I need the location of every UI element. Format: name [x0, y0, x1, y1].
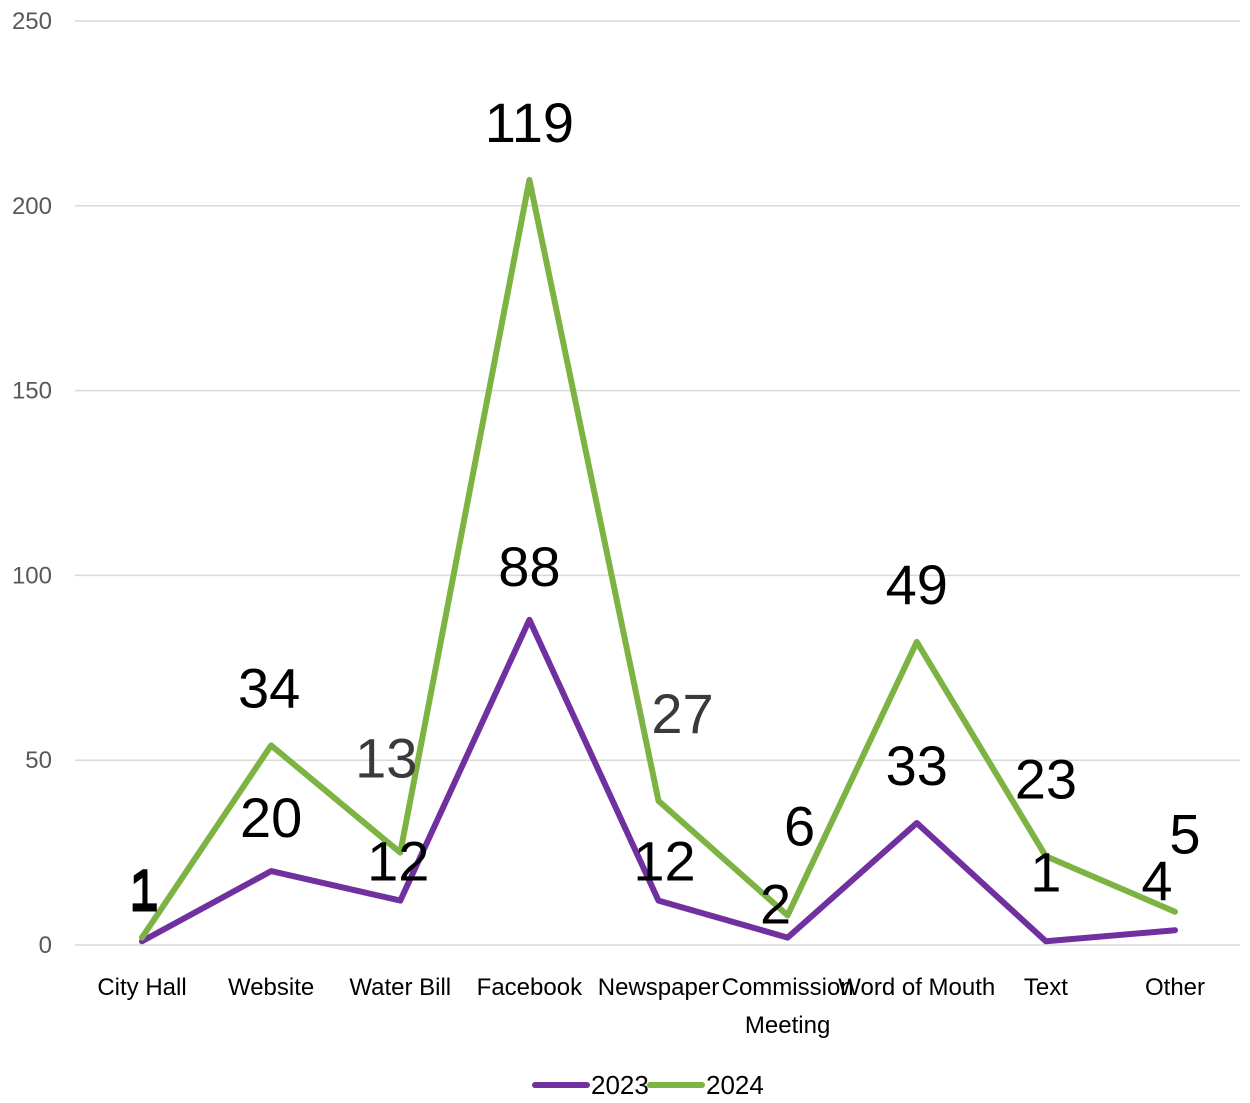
data-label-2023: 20 — [240, 786, 302, 849]
gridlines — [75, 20, 1240, 946]
data-label-2023: 33 — [886, 734, 948, 797]
data-label-2023: 1 — [128, 860, 159, 923]
data-label-2024: 119 — [485, 91, 574, 154]
x-category-label: Text — [1024, 974, 1068, 1001]
x-category-label: Commission Meeting — [722, 974, 854, 1039]
x-category-label: Other — [1145, 974, 1205, 1001]
data-label-2024: 23 — [1015, 747, 1077, 810]
data-label-2023: 4 — [1141, 849, 1172, 912]
legend: 2023 2024 — [532, 1070, 764, 1100]
y-tick-label: 100 — [12, 562, 52, 589]
x-category-label: Newspaper — [598, 974, 719, 1001]
data-label-2024: 34 — [238, 656, 300, 719]
data-label-2023: 2 — [760, 873, 791, 936]
data-label-2023: 1 — [1030, 840, 1061, 903]
legend-label-2023: 2023 — [591, 1070, 649, 1100]
series-lines — [139, 176, 1178, 945]
x-axis-category-labels: City Hall Website Water Bill Facebook Newspa… — [97, 974, 1205, 1039]
x-category-label: Water Bill — [349, 974, 451, 1001]
x-category-label: Facebook — [477, 974, 583, 1001]
x-category-label: City Hall — [97, 974, 186, 1001]
data-label-2024: 6 — [784, 794, 815, 857]
y-axis-tick-labels: 0 50 100 150 200 250 — [12, 8, 52, 959]
y-tick-label: 50 — [25, 747, 52, 774]
x-category-label: Word of Mouth — [838, 974, 995, 1001]
y-tick-label: 200 — [12, 193, 52, 220]
data-label-2024: 5 — [1169, 803, 1200, 866]
data-label-2024: 1 — [128, 857, 159, 920]
legend-label-2024: 2024 — [706, 1070, 764, 1100]
data-label-2023: 88 — [498, 535, 560, 598]
data-label-2024: 13 — [355, 727, 417, 790]
data-label-2023: 12 — [633, 830, 695, 893]
data-label-2023: 12 — [367, 830, 429, 893]
data-label-2024: 49 — [886, 553, 948, 616]
y-tick-label: 250 — [12, 8, 52, 35]
data-label-2024: 27 — [651, 682, 713, 745]
x-category-label: Website — [228, 974, 314, 1001]
y-tick-label: 150 — [12, 378, 52, 405]
y-tick-label: 0 — [39, 932, 52, 959]
